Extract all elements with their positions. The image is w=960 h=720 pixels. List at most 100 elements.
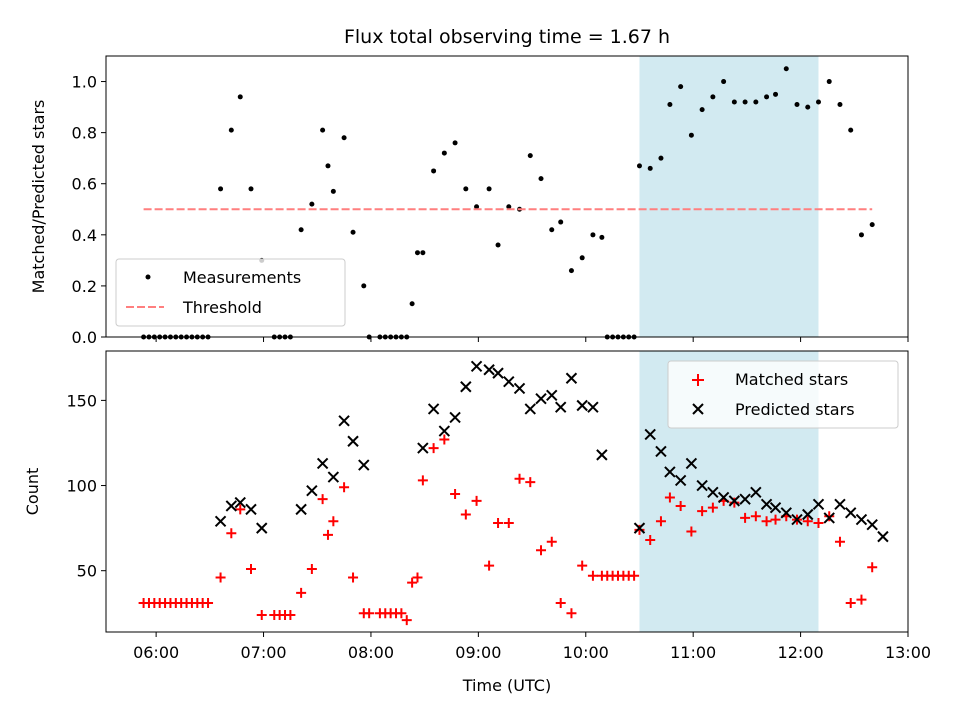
y-tick-label: 50 [77,562,97,581]
matched-star-point [629,570,640,581]
matched-star-point [740,512,751,523]
matched-star-point [834,536,845,547]
matched-star-point [339,482,350,493]
predicted-star-point [750,486,762,499]
measurement-point [710,94,716,100]
matched-star-point [428,443,439,454]
measurement-point [420,250,426,256]
y-tick-label: 150 [66,391,97,410]
y-tick-label: 0.2 [72,277,97,296]
measurement-point [826,79,832,85]
predicted-star-point [845,507,857,519]
measurement-point [414,250,420,256]
measurement-point [794,102,800,108]
bottom-panel: 50 100 150 06:00 07:00 08:00 09:00 10:00 11:00 12… [23,350,931,695]
matched-star-point [306,563,317,574]
matched-star-point [417,475,428,486]
measurement-point [721,79,727,85]
x-tick-label: 08:00 [348,643,394,662]
top-panel: 0.0 0.2 0.4 0.6 0.8 1.0 Matched/Predicted sta… [29,55,909,347]
predicted-star-point [449,411,461,424]
measurement-point [486,186,492,192]
measurement-point [858,232,864,238]
predicted-star-point [707,486,719,499]
matched-star-point [675,500,686,511]
matched-star-point [215,572,226,583]
predicted-star-point [535,392,547,405]
x-axis-label: Time (UTC) [462,676,551,695]
predicted-star-point [295,503,307,516]
matched-star-point [460,509,471,520]
bottom-panel-y-axis-label: Count [23,468,42,516]
matched-star-point [407,577,418,588]
y-tick-label: 0.4 [72,226,97,245]
legend-measurements-label: Measurements [183,268,301,287]
matched-star-point [867,562,878,573]
predicted-star-point [225,500,238,512]
measurement-point [325,163,331,169]
matched-star-point [707,502,718,513]
predicted-star-point [855,513,868,526]
y-tick-label: 0.0 [72,328,97,347]
matched-star-point [296,587,307,598]
matched-star-point [471,495,482,506]
measurement-point [688,132,694,138]
measurement-point [667,102,673,108]
legend-matched-marker [692,374,704,386]
predicted-star-point [306,484,318,497]
measurement-point [341,135,347,141]
matched-star-point [412,572,423,583]
matched-star-point [328,516,339,527]
predicted-star-point [460,381,472,393]
predicted-star-point [780,507,792,519]
predicted-star-point [316,457,329,470]
matched-star-point [645,535,656,546]
x-tick-label: 07:00 [240,643,286,662]
y-tick-label: 0.6 [72,175,97,194]
predicted-star-point [470,360,483,373]
measurement-point [298,227,304,233]
measurement-point [783,66,789,72]
matched-star-point [587,570,598,581]
matched-star-point [697,506,708,517]
measurement-point [527,153,533,159]
predicted-star-point [576,399,588,412]
top-panel-frame [105,55,909,338]
measurement-point [431,168,437,174]
matched-star-point [813,518,824,529]
matched-star-point [285,609,296,620]
predicted-star-point [877,530,889,543]
matched-star-point [503,518,514,529]
matched-star-point [761,516,772,527]
chart-title: Flux total observing time = 1.67 h [344,26,670,48]
matched-star-point [256,609,267,620]
measurement-point [636,163,642,169]
measurement-point [248,186,254,192]
matched-star-point [655,516,666,527]
measurement-point [869,222,875,228]
matched-star-point [546,536,557,547]
measurement-point [495,242,501,248]
measurement-point [599,234,605,240]
matched-star-point [235,504,246,515]
predicted-star-point [812,498,825,510]
predicted-star-point [760,498,773,510]
predicted-star-point [546,389,558,401]
predicted-star-point [596,449,608,461]
x-tick-label: 09:00 [455,643,501,662]
matched-star-point [566,608,577,619]
predicted-star-point [554,401,567,413]
matched-star-point [525,477,536,488]
predicted-star-point [664,466,676,478]
measurement-point [647,165,653,171]
predicted-star-point [214,515,227,528]
measurement-point [742,99,748,105]
legend-box [667,360,899,429]
predicted-star-point [791,513,803,526]
measurement-point [463,186,469,192]
measurement-point [590,232,596,238]
predicted-star-point [524,403,536,415]
measurement-point [579,255,585,261]
matched-star-point [664,492,675,503]
measurement-point [350,229,356,235]
